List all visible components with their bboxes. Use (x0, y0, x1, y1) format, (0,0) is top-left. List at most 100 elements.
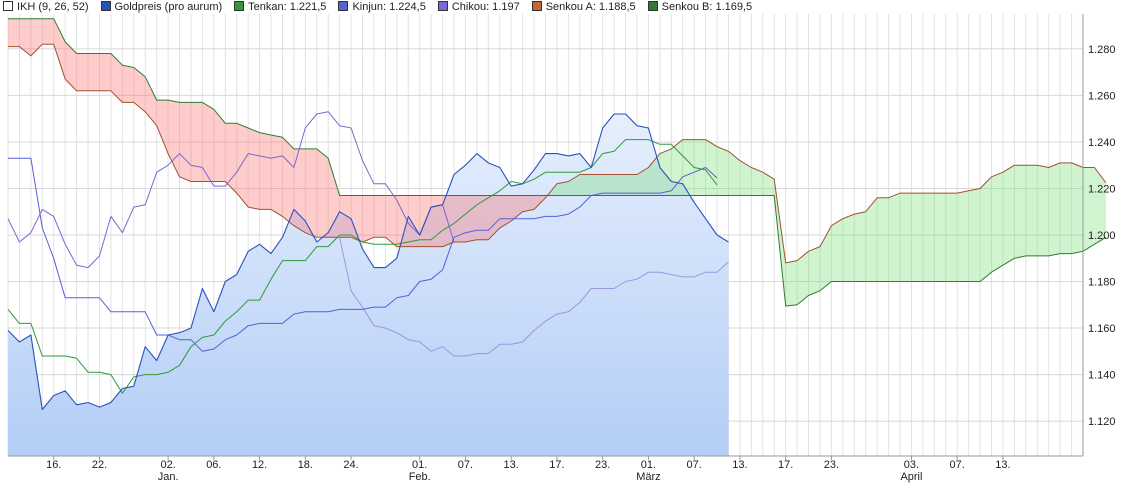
cloud-segment (900, 193, 912, 282)
cloud-segment (110, 53, 123, 103)
legend-swatch (100, 1, 111, 11)
cloud-segment (682, 139, 695, 196)
axes: 1.120 1.140 1.160 1.180 1.200 1.220 1.240 1.260… (8, 14, 1116, 483)
cloud-segment (99, 53, 111, 91)
cloud-segment (865, 197, 878, 282)
legend-swatch (234, 1, 245, 11)
cloud-segment (728, 151, 740, 196)
legend-label: Senkou A: 1.188,5 (545, 1, 636, 13)
series-line-chikou (7, 111, 455, 269)
cloud-segment (511, 195, 523, 222)
legend-label: Senkou B: 1.169,5 (661, 1, 753, 13)
legend: IKH (9, 26, 52) Goldpreis (pro aurum) Tenk… (0, 0, 761, 14)
cloud-segment (911, 193, 923, 282)
cloud-segment (556, 181, 569, 196)
cloud-segment (362, 195, 374, 242)
x-tick-label: 06. (206, 459, 221, 471)
cloud-segment (854, 211, 866, 282)
cloud-segment (271, 134, 283, 217)
legend-item[interactable]: Chikou: 1.197 (437, 0, 520, 14)
y-tick-label: 1.180 (1088, 277, 1116, 289)
cloud-segment (1002, 165, 1015, 266)
cloud-segment (236, 123, 249, 208)
legend-label: Kinjun: 1.224,5 (352, 1, 426, 13)
y-tick-label: 1.220 (1088, 183, 1116, 195)
cloud-segment (797, 251, 809, 305)
x-tick-label: 13. (995, 459, 1010, 471)
cloud-segment (465, 195, 477, 242)
legend-item[interactable]: Tenkan: 1.221,5 (234, 0, 326, 14)
cloud-segment (499, 195, 512, 229)
cloud-segment (179, 102, 191, 182)
legend-item[interactable]: Goldpreis (pro aurum) (100, 0, 222, 14)
cloud-segment (980, 176, 992, 282)
cloud-segment (396, 195, 409, 247)
cloud-segment (316, 148, 329, 238)
cloud-segment (65, 41, 77, 91)
x-tick-label: 23. (595, 459, 610, 471)
legend-item[interactable]: IKH (9, 26, 52) (3, 0, 89, 14)
cloud-segment (488, 195, 500, 240)
legend-swatch (531, 1, 542, 11)
cloud-segment (694, 139, 706, 196)
cloud-segment (1071, 162, 1083, 254)
x-tick-label: 07. (950, 459, 965, 471)
legend-label: IKH (9, 26, 52) (17, 1, 89, 13)
cloud-segment (190, 102, 203, 182)
legend-item[interactable]: Senkou A: 1.188,5 (531, 0, 636, 14)
y-tick-label: 1.140 (1088, 370, 1116, 382)
cloud-segment (385, 195, 397, 247)
cloud-segment (122, 65, 134, 103)
cloud-segment (168, 100, 180, 177)
cloud-segment (945, 193, 958, 282)
cloud-segment (991, 172, 1003, 273)
cloud-segment (648, 153, 660, 196)
cloud-segment (717, 146, 729, 196)
cloud-segment (339, 195, 352, 238)
cloud-segment (213, 109, 226, 182)
cloud-segment (808, 246, 820, 296)
series-line-senkou-a (8, 43, 1107, 264)
cloud-segment (42, 18, 54, 45)
cloud-segment (19, 18, 31, 56)
legend-swatch (338, 1, 349, 11)
cloud-segment (785, 260, 798, 306)
y-tick-label: 1.280 (1088, 44, 1116, 56)
x-tick-label: 02. (160, 459, 175, 471)
legend-item[interactable]: Kinjun: 1.224,5 (338, 0, 426, 14)
cloud-segment (522, 195, 535, 212)
cloud-segment (373, 195, 386, 238)
cloud-segment (957, 190, 969, 282)
x-tick-label: 01. (641, 459, 656, 471)
cloud-segment (431, 195, 443, 247)
cloud-segment (1094, 167, 1106, 245)
series-line-chikou-segment (339, 237, 729, 357)
cloud-segment (1037, 165, 1049, 256)
x-tick-label: 03. (904, 459, 919, 471)
cloud-segment (739, 160, 752, 196)
cloud-segment (842, 214, 855, 282)
cloud-segment (1025, 165, 1038, 256)
cloud-segment (145, 76, 157, 126)
y-tick-label: 1.200 (1088, 230, 1116, 242)
x-tick-label: 13. (504, 459, 519, 471)
cloud-segment (202, 102, 214, 182)
cloud-segment (877, 197, 889, 282)
cloud-segment (591, 174, 603, 196)
y-tick-label: 1.260 (1088, 90, 1116, 102)
x-tick-label: 17. (778, 459, 793, 471)
legend-swatch (3, 1, 13, 11)
x-tick-label: 22. (92, 459, 107, 471)
cloud-segment (968, 188, 981, 282)
legend-item[interactable]: Senkou B: 1.169,5 (647, 0, 753, 14)
cloud-segment (625, 174, 637, 196)
cloud-segment (1060, 162, 1072, 254)
legend-swatch (437, 1, 448, 11)
cloud-segment (1014, 165, 1026, 259)
cloud-segment (156, 100, 169, 154)
cloud-segment (888, 193, 901, 282)
cloud-segment (476, 195, 489, 240)
x-month-label: Jan. (158, 471, 179, 483)
price-area (8, 114, 729, 456)
